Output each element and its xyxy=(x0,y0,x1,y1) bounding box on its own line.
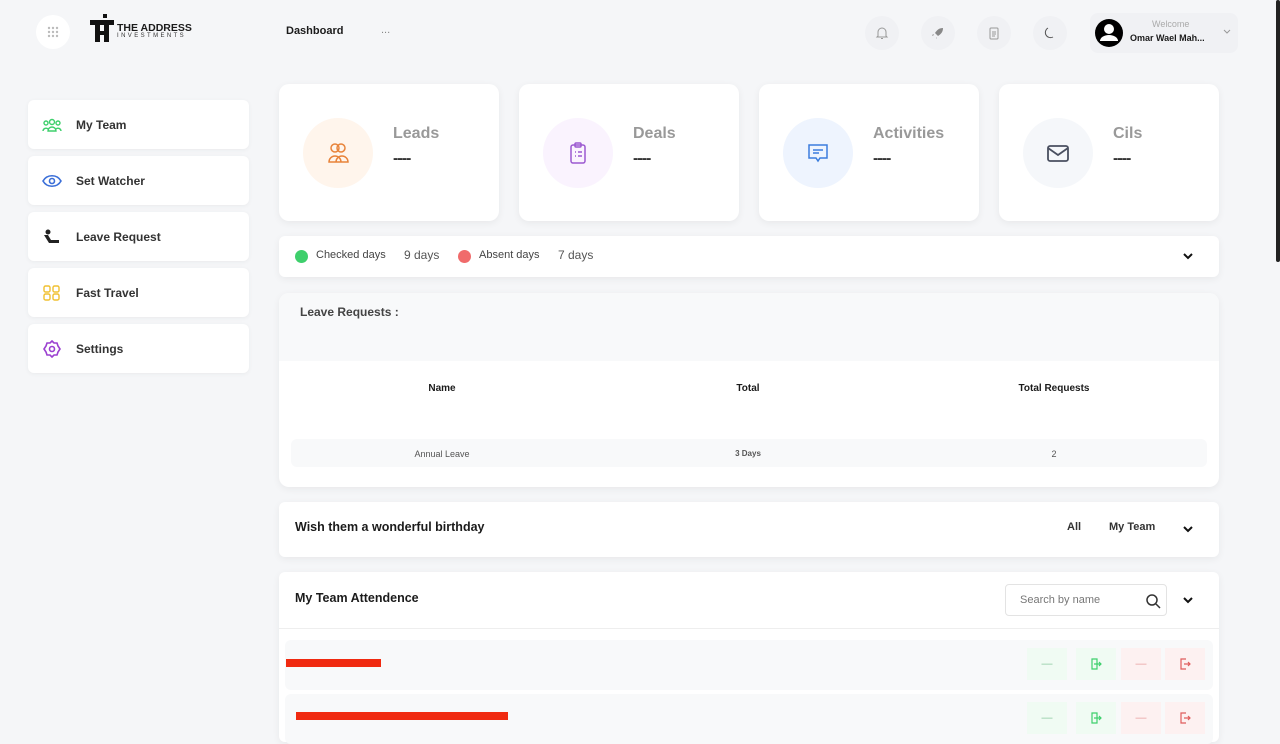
absent-value: 7 days xyxy=(558,248,594,262)
stat-label: Deals xyxy=(633,125,676,142)
redacted-name xyxy=(286,659,381,667)
team-attendance-panel: My Team Attendence Search by name — — — … xyxy=(279,572,1219,744)
leave-requests-panel: Leave Requests : Name Total Total Reques… xyxy=(279,293,1219,487)
absent-label: Absent days xyxy=(479,249,540,261)
gear-icon xyxy=(43,339,61,358)
rocket-button[interactable] xyxy=(921,16,955,50)
users-icon xyxy=(328,143,349,163)
welcome-label: Welcome xyxy=(1152,19,1190,29)
check-out-button[interactable] xyxy=(1165,702,1205,734)
sidebar-item-settings[interactable]: Settings xyxy=(28,324,249,373)
check-in-button[interactable] xyxy=(1076,702,1116,734)
grid-dots-icon xyxy=(47,26,59,38)
login-icon xyxy=(1091,712,1102,724)
check-in-time: — xyxy=(1027,648,1067,680)
check-out-time: — xyxy=(1121,702,1161,734)
search-icon[interactable] xyxy=(1145,593,1161,609)
rocket-icon xyxy=(932,28,943,39)
cell-name: Annual Leave xyxy=(414,449,470,459)
search-input[interactable]: Search by name xyxy=(1005,584,1167,616)
sidebar-item-set-watcher[interactable]: Set Watcher xyxy=(28,156,249,205)
stat-card-leads[interactable]: Leads ---- xyxy=(279,84,499,221)
birthday-title: Wish them a wonderful birthday xyxy=(295,520,485,534)
leave-icon xyxy=(44,229,59,243)
bell-icon xyxy=(875,27,889,39)
chevron-down-icon xyxy=(1223,29,1231,34)
column-header: Total xyxy=(736,383,760,394)
stat-value: ---- xyxy=(393,150,411,167)
more-button[interactable]: ... xyxy=(381,24,391,36)
filter-my-team[interactable]: My Team xyxy=(1109,521,1156,533)
user-name: Omar Wael Mah... xyxy=(1130,33,1205,43)
filter-all[interactable]: All xyxy=(1067,521,1082,533)
stat-card-activities[interactable]: Activities ---- xyxy=(759,84,979,221)
check-in-time: — xyxy=(1027,702,1067,734)
column-header: Total Requests xyxy=(1018,383,1090,394)
grid-icon xyxy=(43,284,60,301)
dark-mode-button[interactable] xyxy=(1033,16,1067,50)
check-out-button[interactable] xyxy=(1165,648,1205,680)
attendance-summary: Checked days 9 days Absent days 7 days xyxy=(279,236,1219,277)
logout-icon xyxy=(1180,658,1191,670)
table-row xyxy=(291,439,1207,467)
check-in-button[interactable] xyxy=(1076,648,1116,680)
apps-menu-button[interactable] xyxy=(36,15,70,49)
sidebar-item-leave-request[interactable]: Leave Request xyxy=(28,212,249,261)
team-icon xyxy=(42,118,62,132)
logo-title: THE ADDRESS xyxy=(117,22,192,34)
scrollbar[interactable] xyxy=(1276,0,1280,262)
stat-value: ---- xyxy=(1113,150,1131,167)
sidebar-item-label: Set Watcher xyxy=(76,173,145,188)
sidebar-item-my-team[interactable]: My Team xyxy=(28,100,249,149)
sidebar-item-label: Leave Request xyxy=(76,229,161,244)
chevron-down-icon[interactable] xyxy=(1183,597,1193,604)
stat-label: Leads xyxy=(393,125,440,142)
sidebar-item-fast-travel[interactable]: Fast Travel xyxy=(28,268,249,317)
logout-icon xyxy=(1180,712,1191,724)
eye-icon xyxy=(42,174,62,187)
redacted-name xyxy=(296,712,508,720)
cell-total-requests: 2 xyxy=(1051,449,1057,459)
moon-icon xyxy=(1044,27,1054,39)
absent-dot xyxy=(458,250,471,263)
leave-requests-title: Leave Requests : xyxy=(300,305,399,319)
team-attendance-title: My Team Attendence xyxy=(295,591,419,605)
mail-icon xyxy=(1047,145,1069,162)
avatar-icon xyxy=(1095,19,1123,47)
clipboard-icon xyxy=(989,27,999,40)
clipboard-list-icon xyxy=(570,142,586,164)
message-icon xyxy=(808,144,828,163)
stat-value: ---- xyxy=(633,150,651,167)
stat-label: Activities xyxy=(873,125,945,142)
search-placeholder: Search by name xyxy=(1020,594,1101,606)
stat-card-cils[interactable]: Cils ---- xyxy=(999,84,1219,221)
sidebar-item-label: Fast Travel xyxy=(76,285,139,300)
user-menu[interactable]: Welcome Omar Wael Mah... xyxy=(1090,13,1238,53)
login-icon xyxy=(1091,658,1102,670)
sidebar-item-label: My Team xyxy=(76,117,127,132)
column-header: Name xyxy=(428,383,456,394)
stat-label: Cils xyxy=(1113,125,1143,142)
attendance-row[interactable]: — — xyxy=(285,694,1213,744)
birthday-panel: Wish them a wonderful birthday All My Te… xyxy=(279,502,1219,557)
sidebar-item-label: Settings xyxy=(76,341,124,356)
check-out-time: — xyxy=(1121,648,1161,680)
checked-label: Checked days xyxy=(316,249,386,261)
notifications-button[interactable] xyxy=(865,16,899,50)
cell-total: 3 Days xyxy=(735,449,761,458)
chevron-down-icon[interactable] xyxy=(1183,526,1193,533)
logo[interactable]: THE ADDRESS INVESTMENTS xyxy=(90,14,192,42)
stat-value: ---- xyxy=(873,150,891,167)
checked-value: 9 days xyxy=(404,248,440,262)
stat-card-deals[interactable]: Deals ---- xyxy=(519,84,739,221)
checked-dot xyxy=(295,250,308,263)
attendance-row[interactable]: — — xyxy=(285,640,1213,690)
logo-subtitle: INVESTMENTS xyxy=(117,33,187,39)
page-title: Dashboard xyxy=(286,25,344,37)
tasks-button[interactable] xyxy=(977,16,1011,50)
chevron-down-icon[interactable] xyxy=(1183,253,1193,260)
logo-mark-icon xyxy=(90,14,114,42)
